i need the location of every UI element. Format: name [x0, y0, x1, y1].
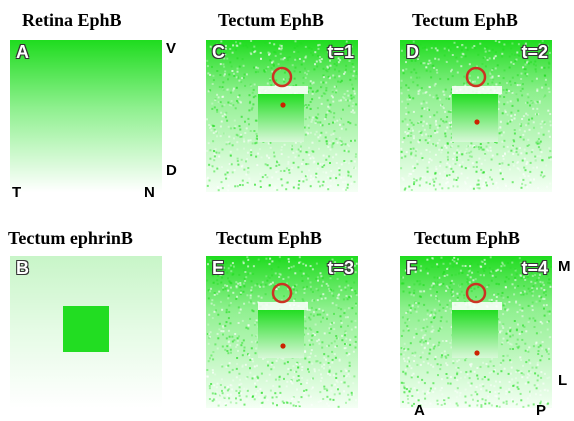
axis-retina-v: V — [166, 40, 177, 57]
axon-dot — [280, 102, 286, 108]
axis-tectum-l: L — [558, 372, 568, 389]
axis-retina-t: T — [12, 184, 22, 201]
noise-speckle — [400, 256, 552, 408]
time-label-e: t=3 — [327, 258, 354, 278]
panel-label-e: E — [212, 258, 225, 278]
light-band — [258, 86, 308, 94]
axon-dot — [474, 119, 480, 125]
panel-label-f: F — [406, 258, 417, 278]
target-ring — [271, 66, 293, 88]
tectum-map-e — [206, 256, 358, 408]
panel-label-b: B — [16, 258, 29, 278]
axis-tectum-a: A — [414, 402, 425, 419]
panel-f: F t=4 — [400, 256, 552, 408]
tectum-map-f — [400, 256, 552, 408]
axis-retina-d: D — [166, 162, 177, 179]
gradient-square-a — [10, 40, 162, 192]
light-band — [452, 302, 502, 310]
time-label-f: t=4 — [521, 258, 548, 278]
tectum-map-d — [400, 40, 552, 192]
panel-label-a: A — [16, 42, 29, 62]
target-ring — [271, 282, 293, 304]
panel-label-c: C — [212, 42, 225, 62]
ephrin-region — [452, 310, 498, 358]
light-band — [452, 86, 502, 94]
time-label-c: t=1 — [327, 42, 354, 62]
ephrin-region — [258, 94, 304, 142]
axis-tectum-p: P — [536, 402, 547, 419]
light-band — [258, 302, 308, 310]
gradient-square-b — [10, 256, 162, 408]
panel-d: D t=2 — [400, 40, 552, 192]
target-ring — [465, 66, 487, 88]
title-tectum-ephb-e: Tectum EphB — [216, 228, 322, 248]
axis-tectum-m: M — [558, 258, 571, 275]
axon-dot — [474, 350, 480, 356]
title-tectum-ephb-c: Tectum EphB — [218, 10, 324, 30]
panel-c: C t=1 — [206, 40, 358, 192]
title-tectum-ephb-f: Tectum EphB — [414, 228, 520, 248]
panel-a: A — [10, 40, 162, 192]
panel-e: E t=3 — [206, 256, 358, 408]
title-tectum-ephrinb: Tectum ephrinB — [8, 228, 133, 248]
panel-label-d: D — [406, 42, 419, 62]
title-tectum-ephb-d: Tectum EphB — [412, 10, 518, 30]
ephrin-square — [63, 306, 109, 352]
axis-retina-n: N — [144, 184, 155, 201]
ephrin-region — [258, 310, 304, 358]
panel-b: B — [10, 256, 162, 408]
axon-dot — [280, 343, 286, 349]
ephrin-region — [452, 94, 498, 142]
target-ring — [465, 282, 487, 304]
time-label-d: t=2 — [521, 42, 548, 62]
title-retina-ephb: Retina EphB — [22, 10, 122, 30]
tectum-map-c — [206, 40, 358, 192]
